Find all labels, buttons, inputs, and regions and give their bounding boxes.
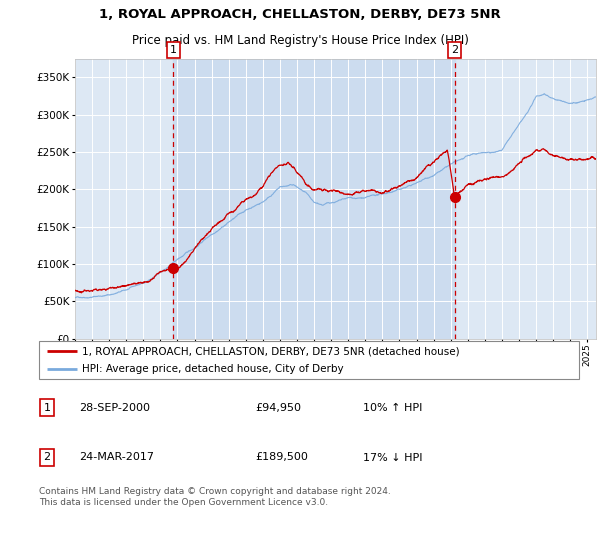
- Text: 2: 2: [44, 452, 50, 463]
- Text: 2: 2: [451, 45, 458, 55]
- Bar: [455, 59, 596, 339]
- Text: £94,950: £94,950: [255, 403, 301, 413]
- Bar: [75, 59, 596, 339]
- Text: £189,500: £189,500: [255, 452, 308, 463]
- Text: 1, ROYAL APPROACH, CHELLASTON, DERBY, DE73 5NR: 1, ROYAL APPROACH, CHELLASTON, DERBY, DE…: [99, 8, 501, 21]
- Bar: [173, 59, 455, 339]
- Text: 17% ↓ HPI: 17% ↓ HPI: [363, 452, 422, 463]
- Text: 10% ↑ HPI: 10% ↑ HPI: [363, 403, 422, 413]
- Text: HPI: Average price, detached house, City of Derby: HPI: Average price, detached house, City…: [82, 364, 344, 374]
- Text: Contains HM Land Registry data © Crown copyright and database right 2024.
This d: Contains HM Land Registry data © Crown c…: [39, 487, 391, 507]
- Text: 1, ROYAL APPROACH, CHELLASTON, DERBY, DE73 5NR (detached house): 1, ROYAL APPROACH, CHELLASTON, DERBY, DE…: [82, 346, 460, 356]
- Text: Price paid vs. HM Land Registry's House Price Index (HPI): Price paid vs. HM Land Registry's House …: [131, 34, 469, 47]
- Text: 1: 1: [170, 45, 176, 55]
- Text: 1: 1: [44, 403, 50, 413]
- FancyBboxPatch shape: [39, 341, 579, 379]
- Text: 28-SEP-2000: 28-SEP-2000: [79, 403, 151, 413]
- Text: 24-MAR-2017: 24-MAR-2017: [79, 452, 155, 463]
